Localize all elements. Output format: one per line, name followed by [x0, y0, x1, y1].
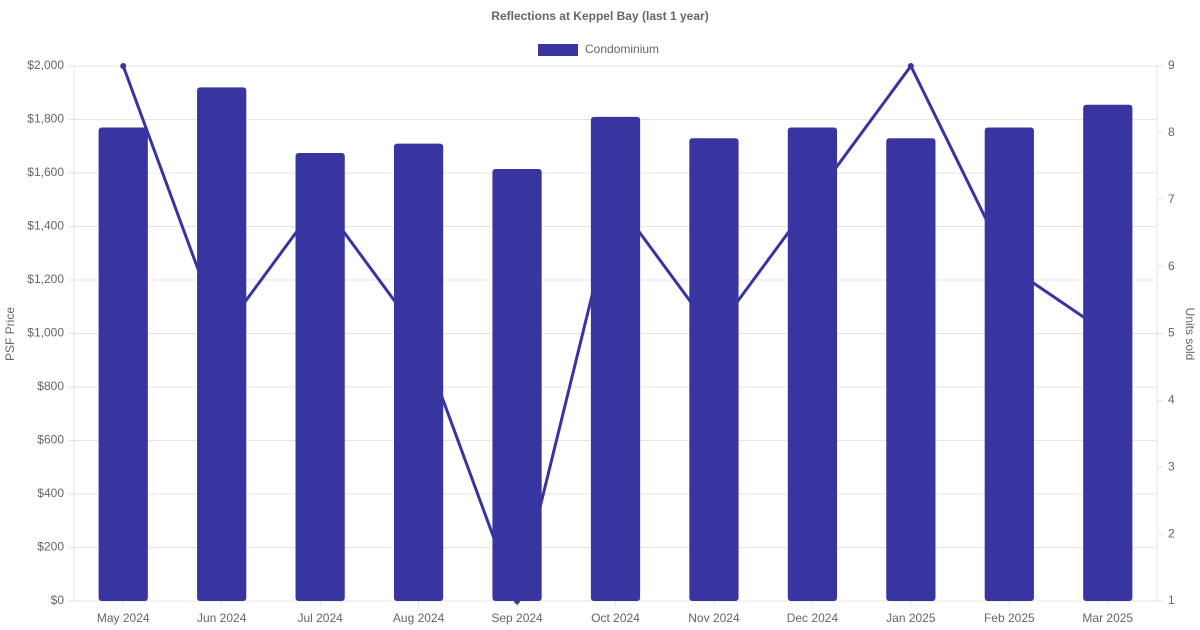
- y-tick-label: $800: [37, 379, 64, 393]
- y-tick-label: $600: [37, 433, 64, 447]
- y-tick-label: $0: [51, 593, 65, 607]
- bar: [787, 127, 838, 602]
- bar: [886, 138, 936, 601]
- y2-tick-label: 5: [1168, 326, 1175, 340]
- x-tick-label: Dec 2024: [787, 611, 839, 625]
- y-tick-label: $200: [37, 540, 64, 554]
- bar: [590, 116, 641, 601]
- x-tick-label: Nov 2024: [688, 611, 740, 625]
- y2-tick-label: 4: [1168, 393, 1175, 407]
- x-tick-label: Oct 2024: [591, 611, 640, 625]
- y2-tick-label: 8: [1168, 125, 1175, 139]
- x-tick-label: May 2024: [97, 611, 150, 625]
- y2-tick-label: 2: [1168, 526, 1175, 540]
- bar: [689, 138, 739, 601]
- y2-tick-label: 7: [1168, 192, 1175, 206]
- legend-label: Condominium: [585, 42, 659, 56]
- x-tick-label: Sep 2024: [491, 611, 543, 625]
- y2-tick-label: 9: [1168, 58, 1175, 72]
- x-tick-label: Jul 2024: [297, 611, 343, 625]
- point: [907, 63, 914, 69]
- bar: [492, 168, 542, 602]
- y2-tick-label: 6: [1168, 259, 1175, 273]
- y-axis-title: PSF Price: [3, 307, 17, 361]
- bar: [295, 152, 345, 601]
- x-tick-label: Aug 2024: [393, 611, 445, 625]
- x-tick-label: Feb 2025: [984, 611, 1035, 625]
- y-tick-label: $400: [37, 486, 64, 500]
- x-tick-label: Jun 2024: [197, 611, 247, 625]
- bar: [197, 87, 247, 601]
- chart-title: Reflections at Keppel Bay (last 1 year): [491, 9, 708, 23]
- legend-swatch: [538, 44, 578, 56]
- y-tick-label: $2,000: [27, 58, 64, 72]
- x-tick-label: Jan 2025: [886, 611, 936, 625]
- bar: [1083, 104, 1133, 601]
- y-tick-label: $1,200: [27, 272, 64, 286]
- y2-tick-label: 1: [1168, 593, 1175, 607]
- y-tick-label: $1,000: [27, 326, 64, 340]
- bar: [98, 127, 148, 602]
- y2-axis-title: Units sold: [1183, 308, 1197, 361]
- bar: [393, 143, 444, 601]
- x-tick-label: Mar 2025: [1082, 611, 1133, 625]
- point: [120, 63, 127, 69]
- y2-tick-label: 3: [1168, 459, 1175, 473]
- y-tick-label: $1,600: [27, 165, 64, 179]
- y-tick-label: $1,800: [27, 112, 64, 126]
- y-tick-label: $1,400: [27, 219, 64, 233]
- bar: [984, 127, 1034, 602]
